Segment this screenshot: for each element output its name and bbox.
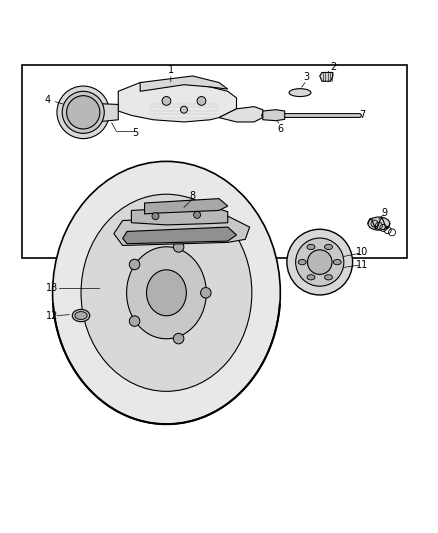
Circle shape xyxy=(287,229,353,295)
Polygon shape xyxy=(118,83,237,122)
Polygon shape xyxy=(320,72,333,81)
Circle shape xyxy=(307,250,332,274)
Ellipse shape xyxy=(72,310,90,322)
Circle shape xyxy=(62,91,104,133)
Ellipse shape xyxy=(53,161,280,424)
Polygon shape xyxy=(131,206,228,225)
Circle shape xyxy=(173,333,184,344)
Polygon shape xyxy=(114,216,250,246)
Circle shape xyxy=(129,259,140,270)
Text: 2: 2 xyxy=(331,62,337,72)
Ellipse shape xyxy=(289,88,311,96)
Circle shape xyxy=(67,96,100,129)
Circle shape xyxy=(197,96,206,106)
Text: 13: 13 xyxy=(46,284,58,293)
Bar xyxy=(22,65,407,258)
Circle shape xyxy=(152,213,159,220)
Text: 7: 7 xyxy=(360,110,366,120)
Ellipse shape xyxy=(146,270,187,316)
Ellipse shape xyxy=(333,260,341,265)
Polygon shape xyxy=(145,199,228,214)
Circle shape xyxy=(194,211,201,219)
Polygon shape xyxy=(123,227,237,244)
Ellipse shape xyxy=(307,244,315,249)
Circle shape xyxy=(296,238,344,286)
Ellipse shape xyxy=(127,247,206,339)
Ellipse shape xyxy=(325,244,332,249)
Ellipse shape xyxy=(75,312,87,319)
Ellipse shape xyxy=(325,274,332,280)
Circle shape xyxy=(173,241,184,252)
Text: 4: 4 xyxy=(44,95,50,104)
Text: 1: 1 xyxy=(168,65,174,75)
Text: 8: 8 xyxy=(190,191,196,201)
Text: 9: 9 xyxy=(381,208,388,218)
Ellipse shape xyxy=(81,194,252,391)
Ellipse shape xyxy=(298,260,306,265)
Polygon shape xyxy=(219,107,263,122)
Text: 3: 3 xyxy=(304,72,310,82)
Text: 6: 6 xyxy=(277,124,283,134)
Circle shape xyxy=(201,287,211,298)
Ellipse shape xyxy=(307,274,315,280)
Polygon shape xyxy=(263,110,285,120)
Text: 5: 5 xyxy=(133,128,139,138)
Text: 10: 10 xyxy=(356,247,368,257)
Circle shape xyxy=(180,106,187,113)
Circle shape xyxy=(162,96,171,106)
Polygon shape xyxy=(96,103,118,122)
Circle shape xyxy=(57,86,110,139)
Text: 11: 11 xyxy=(356,260,368,270)
Circle shape xyxy=(129,316,140,326)
Ellipse shape xyxy=(368,217,390,230)
Text: 12: 12 xyxy=(46,311,58,320)
Polygon shape xyxy=(140,76,228,91)
